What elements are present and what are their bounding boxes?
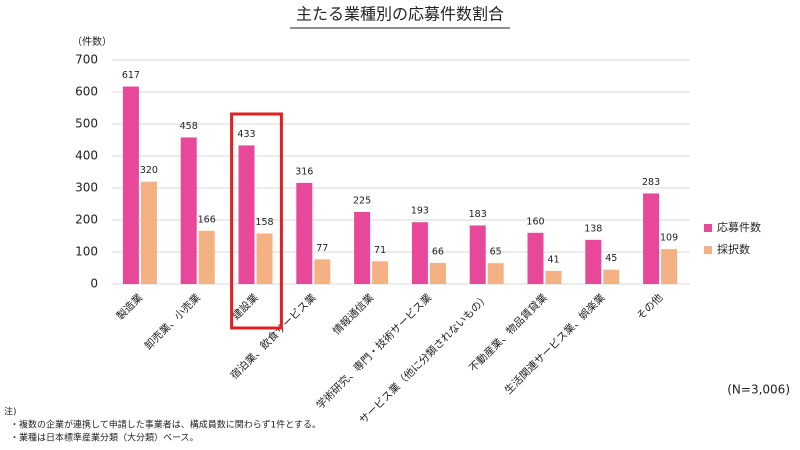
bar (661, 249, 678, 284)
value-label: 183 (469, 209, 487, 220)
y-tick-label: 200 (75, 213, 98, 227)
bar (527, 232, 544, 284)
bar (469, 225, 486, 284)
legend-label: 応募件数 (717, 220, 761, 234)
x-tick-label: 卸売業、小売業 (142, 291, 204, 353)
chart-title: 主たる業種別の応募件数割合 (296, 5, 504, 24)
y-tick-label: 400 (75, 149, 98, 163)
value-label: 138 (584, 223, 602, 234)
value-label: 617 (122, 70, 140, 81)
bar (180, 137, 197, 284)
bar (585, 239, 602, 284)
y-tick-label: 100 (75, 245, 98, 259)
bar (487, 263, 504, 284)
value-label: 283 (642, 177, 660, 188)
value-label: 71 (374, 245, 386, 256)
bar (545, 270, 562, 284)
x-tick-label: 生活関連サービス業、娯楽業 (502, 291, 608, 397)
y-tick-label: 500 (75, 117, 98, 131)
bar (643, 193, 660, 284)
value-label: 109 (660, 233, 678, 244)
note: ・業種は日本標準産業分類（大分類）ベース。 (10, 432, 199, 444)
value-label: 77 (316, 243, 328, 254)
bar (140, 181, 157, 284)
y-axis-label: （件数） (72, 35, 112, 48)
legend-swatch (704, 224, 712, 232)
value-label: 158 (255, 217, 273, 228)
bar (429, 262, 446, 284)
x-tick-label: 情報通信業 (330, 291, 377, 338)
value-label: 41 (547, 254, 559, 265)
y-tick-label: 300 (75, 181, 98, 195)
value-label: 433 (237, 129, 255, 140)
value-label: 193 (411, 206, 429, 217)
x-tick-label: その他 (634, 291, 666, 323)
value-label: 316 (295, 166, 313, 177)
bar (411, 222, 428, 284)
bar (603, 269, 620, 284)
note: ・複数の企業が連携して申請した事業者は、構成員数に関わらず1件とする。 (10, 419, 321, 431)
legend-label: 採択数 (717, 242, 750, 256)
bar (198, 230, 215, 284)
legend-swatch (704, 246, 712, 254)
y-tick-label: 600 (75, 85, 98, 99)
value-label: 65 (490, 247, 502, 258)
x-tick-label: 建設業 (229, 291, 261, 323)
value-label: 166 (198, 214, 216, 225)
value-label: 45 (605, 253, 617, 264)
x-tick-label: サービス業（他に分類されないもの） (357, 291, 492, 426)
notes-title: 注) (4, 406, 17, 418)
bar (122, 86, 139, 284)
bar (372, 261, 389, 284)
x-tick-label: 製造業 (114, 291, 146, 323)
y-tick-label: 700 (75, 53, 98, 67)
bar (296, 182, 313, 284)
annotation: (N=3,006) (727, 383, 790, 397)
y-tick-label: 0 (90, 277, 98, 291)
value-label: 320 (140, 165, 158, 176)
value-label: 66 (432, 246, 444, 257)
x-tick-label: 学術研究、専門・技術サービス業 (314, 291, 435, 412)
value-label: 225 (353, 196, 371, 207)
bar (314, 259, 331, 284)
value-label: 458 (180, 121, 198, 132)
bar (238, 145, 255, 284)
bar (354, 212, 371, 284)
highlight-box (230, 112, 283, 330)
value-label: 160 (526, 216, 544, 227)
bar (256, 233, 273, 284)
